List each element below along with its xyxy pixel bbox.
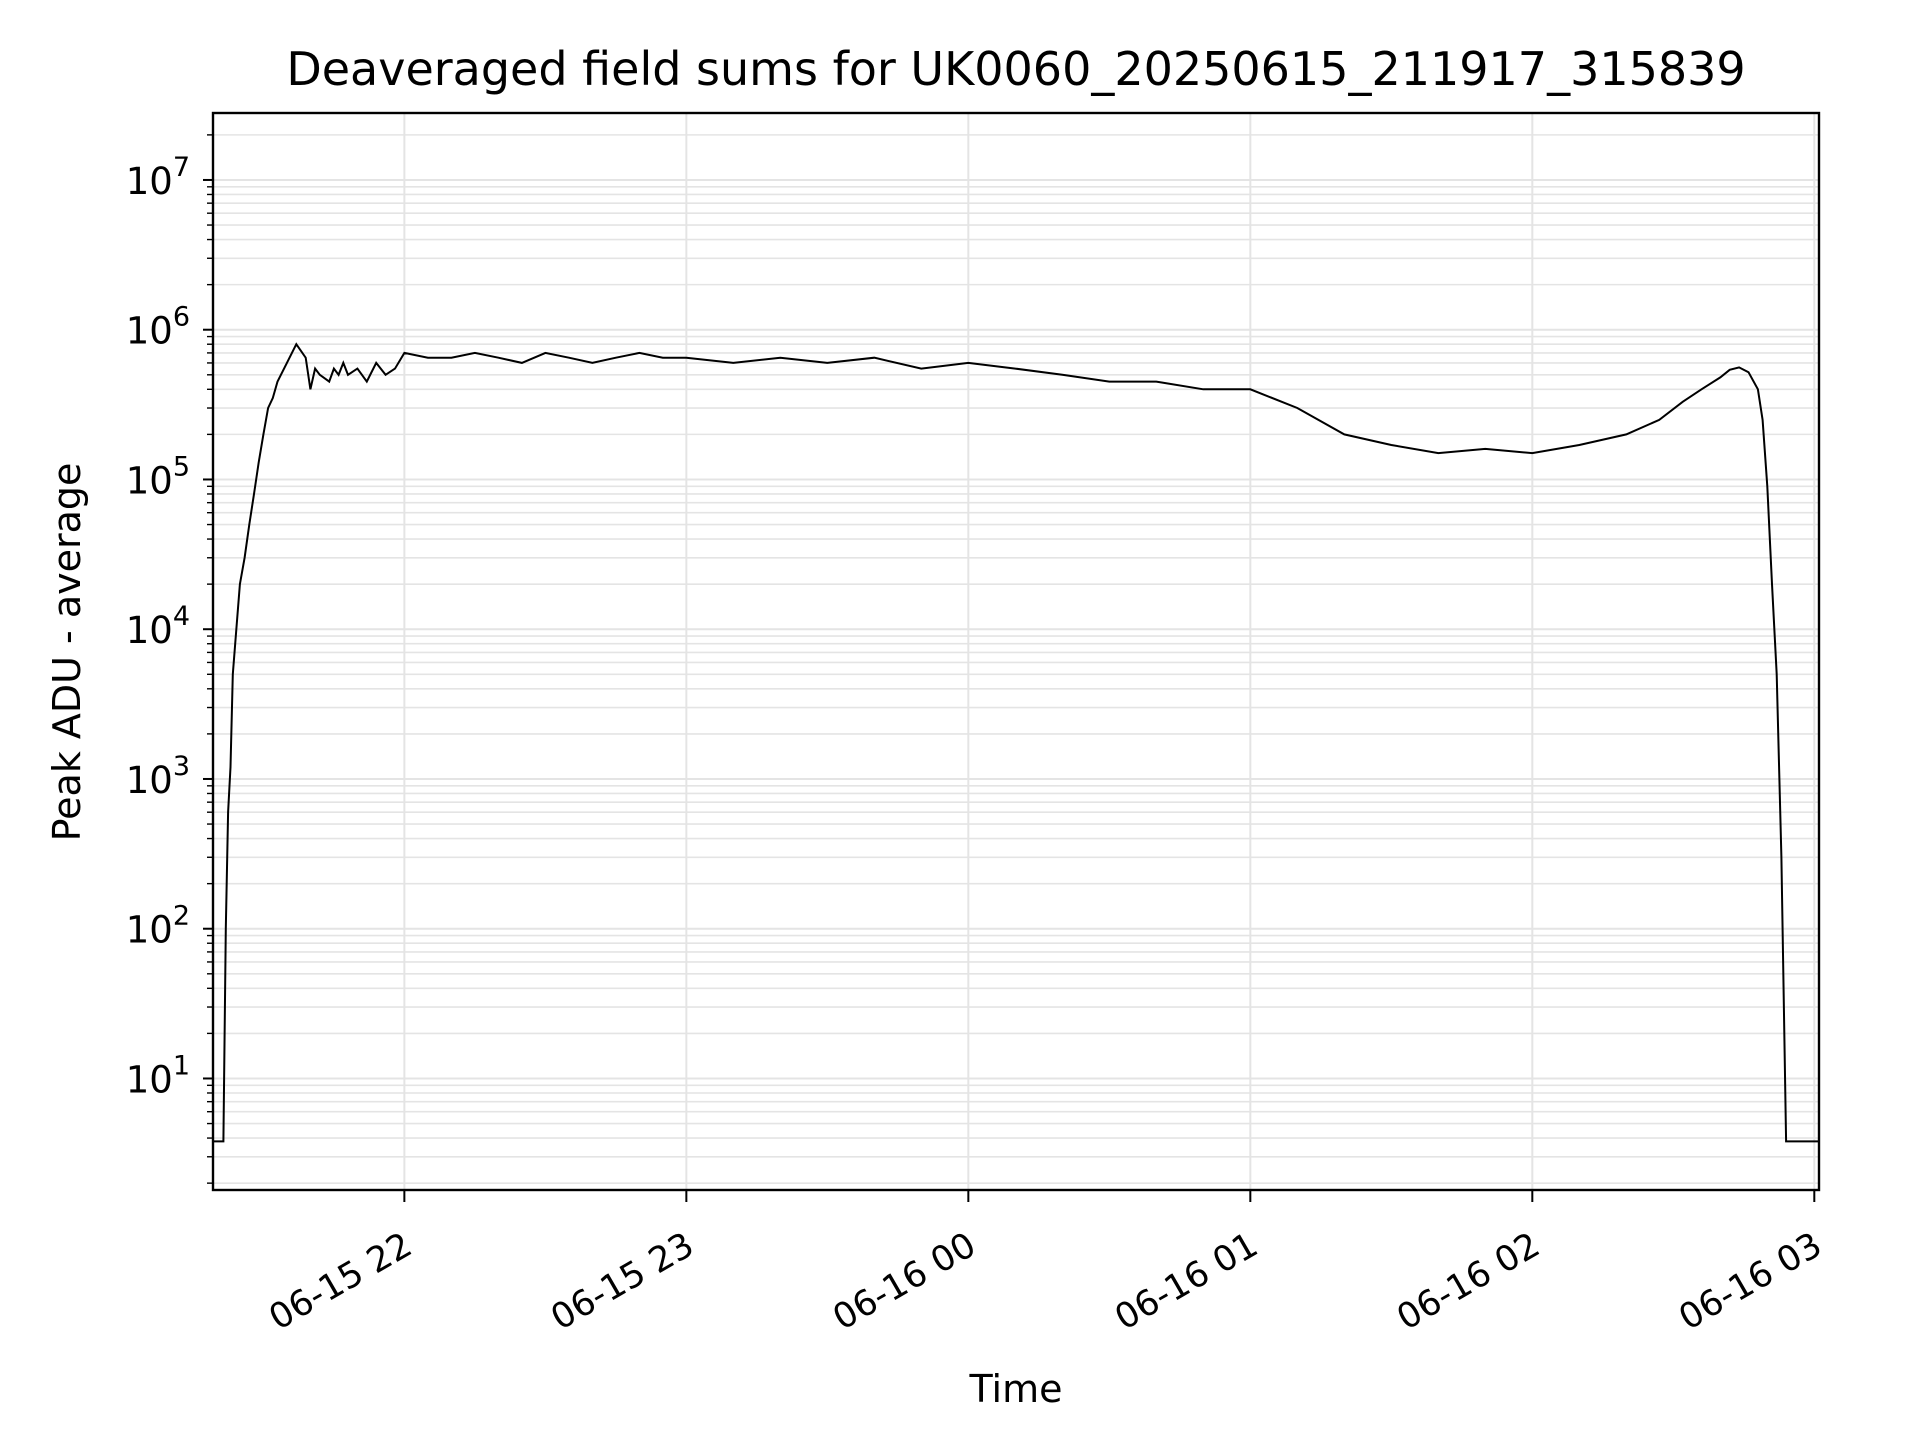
- y-tick-exponent: 4: [173, 601, 190, 632]
- chart-title: Deaveraged field sums for UK0060_2025061…: [286, 42, 1745, 96]
- y-tick-exponent: 3: [173, 751, 190, 782]
- y-tick-exponent: 5: [173, 451, 190, 482]
- y-tick-base: 10: [126, 459, 173, 502]
- y-tick-base: 10: [126, 909, 173, 952]
- y-tick-exponent: 1: [173, 1050, 190, 1081]
- grid-lines: [213, 113, 1819, 1190]
- plot-frame: [211, 111, 1821, 1192]
- y-tick-label: 103: [126, 751, 190, 802]
- y-axis-label: Peak ADU - average: [45, 463, 89, 842]
- y-tick-base: 10: [126, 160, 173, 203]
- y-tick-exponent: 6: [173, 302, 190, 333]
- y-tick-label: 105: [126, 451, 190, 502]
- y-tick-base: 10: [126, 1058, 173, 1101]
- data-line-group: [213, 342, 1819, 1143]
- y-tick-label: 101: [126, 1050, 190, 1101]
- y-tick-base: 10: [126, 759, 173, 802]
- x-axis-label: Time: [969, 1367, 1063, 1411]
- y-tick-exponent: 2: [173, 901, 190, 932]
- y-tick-label: 104: [126, 601, 190, 652]
- y-tick-exponent: 7: [173, 152, 190, 183]
- y-tick-label: 106: [126, 302, 190, 353]
- y-tick-label: 102: [126, 901, 190, 952]
- data-series-line: [213, 342, 1819, 1143]
- y-tick-base: 10: [126, 609, 173, 652]
- y-tick-base: 10: [126, 310, 173, 353]
- y-tick-label: 107: [126, 152, 190, 203]
